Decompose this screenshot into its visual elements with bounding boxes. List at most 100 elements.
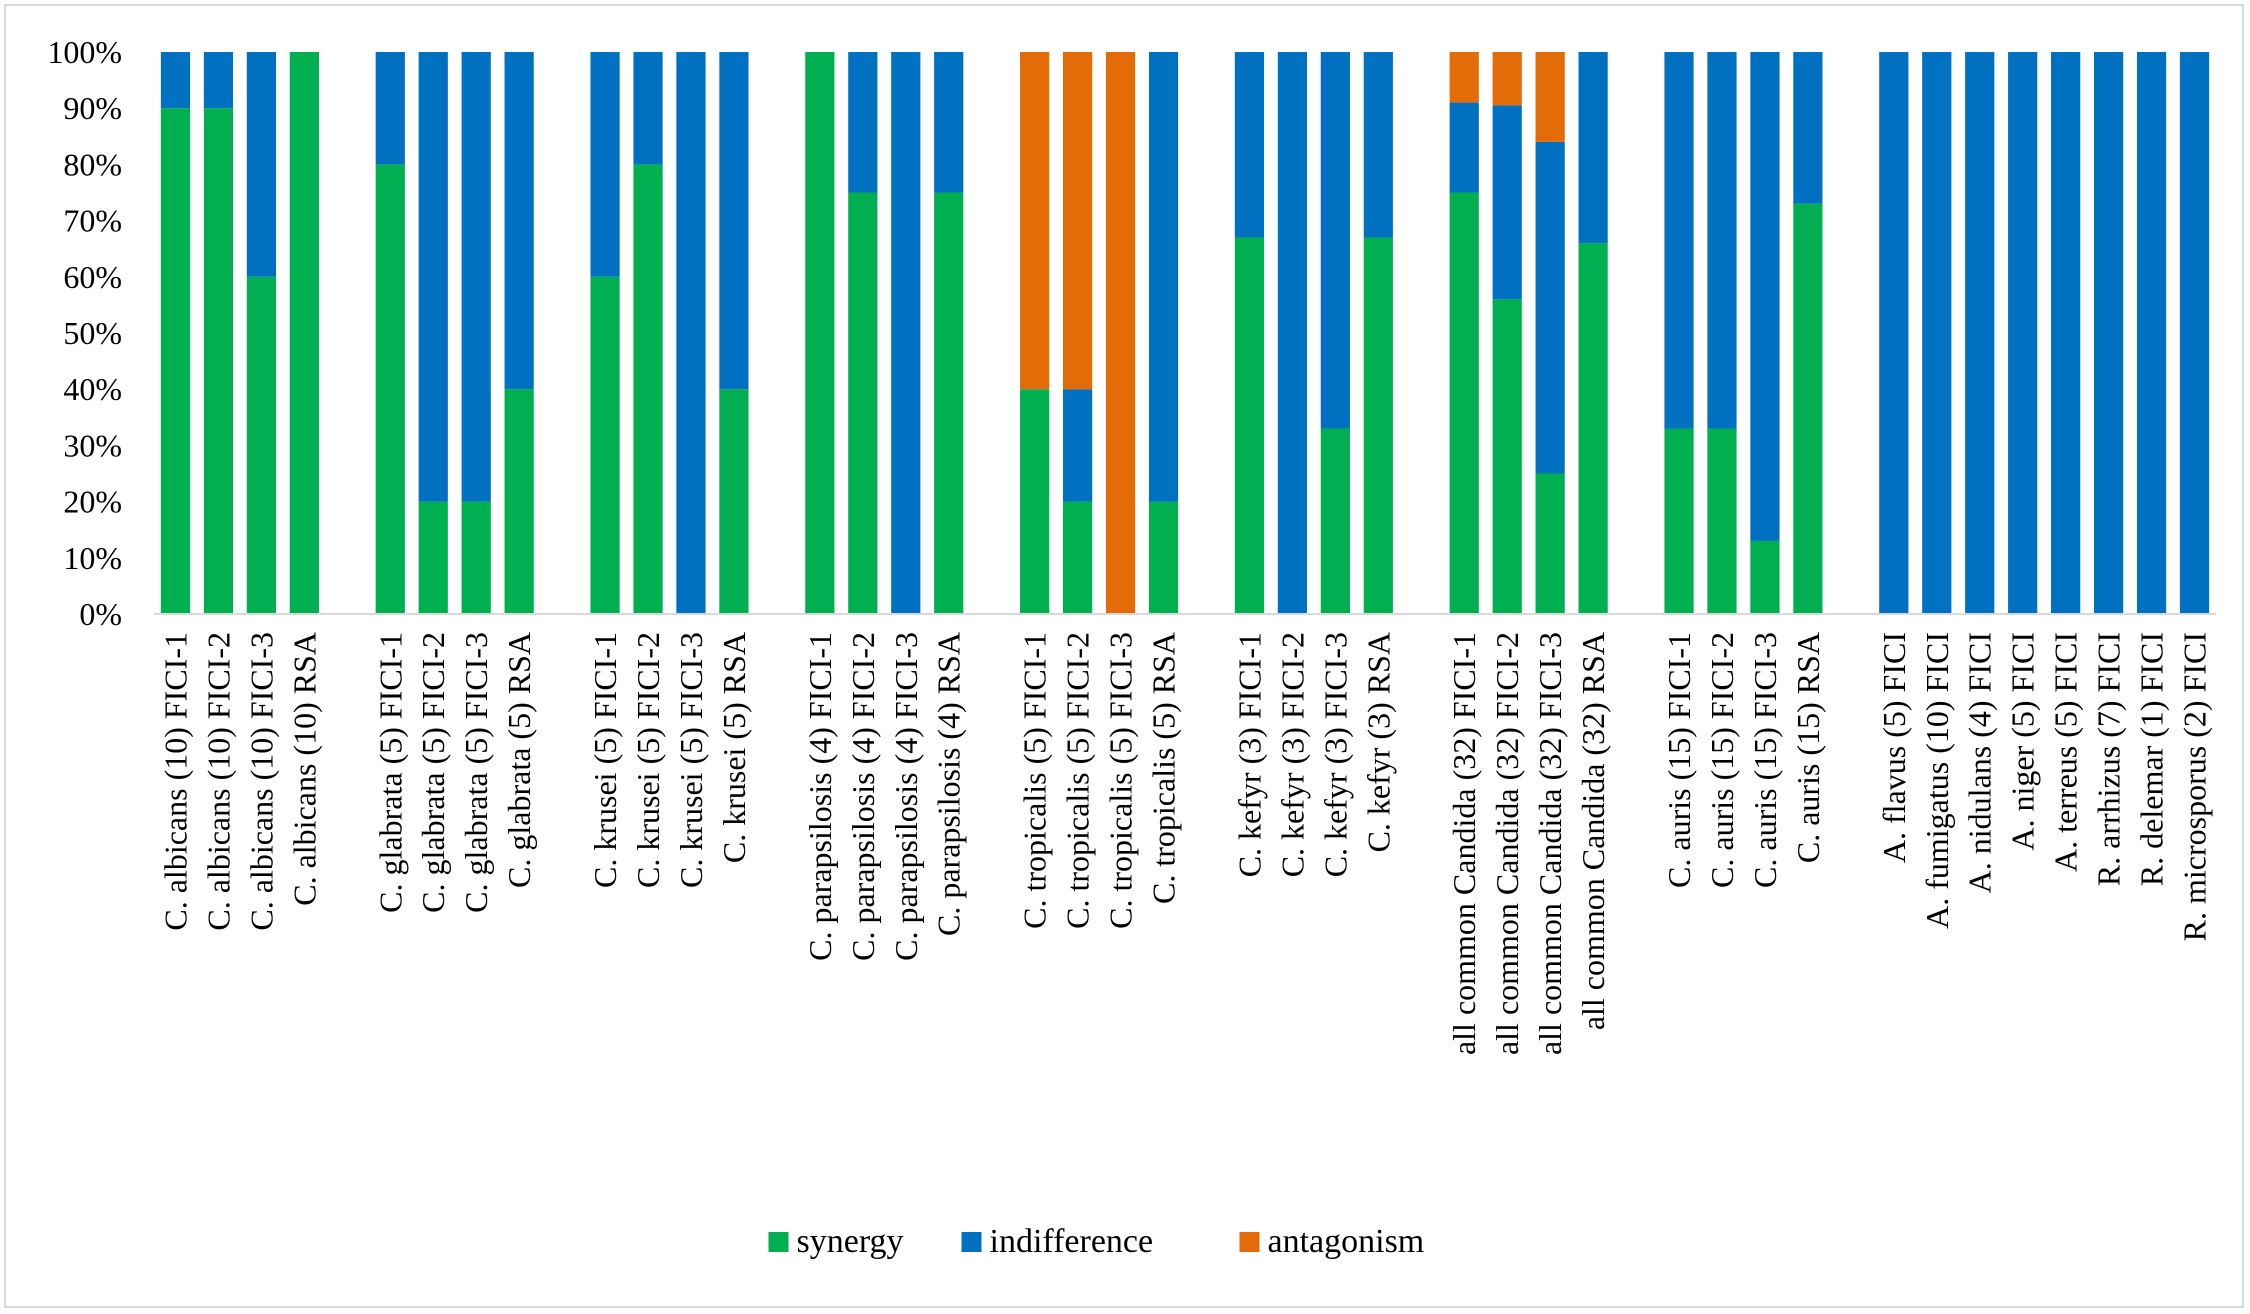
bar-segment-indifference bbox=[676, 52, 706, 614]
x-category-label: A. fumigatus (10) FICI bbox=[1919, 632, 1955, 929]
x-category-method: FICI-2 bbox=[415, 632, 451, 727]
bar-segment-indifference bbox=[1965, 52, 1995, 614]
x-category-label: C. parapsilosis (4) RSA bbox=[931, 632, 967, 936]
x-category-method: RSA bbox=[1575, 632, 1611, 702]
x-category-name: all common Candida (32) bbox=[1532, 727, 1568, 1055]
x-category-method: FICI-3 bbox=[458, 632, 494, 727]
bar-segment-indifference bbox=[2136, 52, 2167, 614]
x-category-name: A. nidulans (4) bbox=[1962, 700, 1998, 893]
x-category-method: FICI-3 bbox=[888, 632, 924, 727]
x-category-name: C. tropicalis (5) bbox=[1103, 727, 1139, 929]
x-category-label: C. kefyr (3) FICI-1 bbox=[1231, 632, 1267, 877]
bar-segment-indifference bbox=[1664, 52, 1694, 429]
x-category-name: A. flavus (5) bbox=[1876, 700, 1912, 863]
x-category-label: C. glabrata (5) FICI-2 bbox=[415, 632, 451, 913]
x-category-name: C. auris (15) bbox=[1790, 702, 1826, 863]
bar-segment-indifference bbox=[1320, 52, 1350, 429]
bar-segment-synergy bbox=[289, 52, 319, 614]
x-category-label: R. delemar (1) FICI bbox=[2134, 632, 2170, 886]
x-category-name: C. kefyr (3) bbox=[1274, 727, 1310, 877]
x-category-label: C. parapsilosis (4) FICI-1 bbox=[802, 632, 838, 961]
x-category-method: FICI-1 bbox=[1231, 632, 1267, 727]
bar-segment-synergy bbox=[590, 276, 620, 614]
x-category-method: FICI bbox=[2134, 632, 2170, 700]
x-category-name: C. parapsilosis (4) bbox=[931, 702, 967, 936]
legend-label-synergy: synergy bbox=[797, 1223, 904, 1260]
x-category-method: FICI-2 bbox=[630, 632, 666, 727]
bar-segment-synergy bbox=[1793, 203, 1823, 615]
x-category-label: C. kefyr (3) RSA bbox=[1360, 632, 1396, 852]
x-category-name: C. glabrata (5) bbox=[415, 727, 451, 913]
x-category-name: all common Candida (32) bbox=[1446, 727, 1482, 1055]
bar-segment-antagonism bbox=[1492, 52, 1522, 106]
bar-segment-synergy bbox=[934, 192, 964, 614]
x-category-method: FICI-2 bbox=[1060, 632, 1096, 727]
x-category-name: C. krusei (5) bbox=[673, 727, 709, 888]
x-category-label: C. kefyr (3) FICI-3 bbox=[1317, 632, 1353, 877]
x-category-label: C. tropicalis (5) FICI-1 bbox=[1017, 632, 1053, 929]
x-category-label: C. auris (15) RSA bbox=[1790, 632, 1826, 863]
x-category-label: C. albicans (10) FICI-1 bbox=[157, 632, 193, 931]
y-axis: 0% 10% 20% 30% 40% 50% 60% 70% 80% 90% 100% bbox=[47, 34, 122, 632]
x-category-name: C. tropicalis (5) bbox=[1146, 702, 1182, 904]
x-category-label: C. parapsilosis (4) FICI-2 bbox=[845, 632, 881, 961]
x-category-name: C. albicans (10) bbox=[157, 727, 193, 931]
x-category-name: A. niger (5) bbox=[2005, 700, 2041, 850]
x-category-method: FICI bbox=[1919, 632, 1955, 700]
x-category-label: C. glabrata (5) FICI-1 bbox=[372, 632, 408, 913]
x-category-label: A. niger (5) FICI bbox=[2005, 632, 2041, 851]
x-category-method: FICI-3 bbox=[673, 632, 709, 727]
bar-segment-synergy bbox=[848, 192, 878, 614]
x-category-name: C. tropicalis (5) bbox=[1060, 727, 1096, 929]
x-category-label: C. tropicalis (5) RSA bbox=[1146, 632, 1182, 904]
bar-segment-synergy bbox=[1020, 389, 1050, 614]
bar-segment-indifference bbox=[375, 52, 405, 165]
x-category-label: C. krusei (5) FICI-1 bbox=[587, 632, 623, 888]
x-category-method: FICI bbox=[2091, 632, 2127, 700]
x-category-method: FICI bbox=[2048, 632, 2084, 700]
x-category-name: all common Candida (32) bbox=[1575, 702, 1611, 1030]
x-category-method: FICI-2 bbox=[1489, 632, 1525, 727]
x-category-label: C. tropicalis (5) FICI-3 bbox=[1103, 632, 1139, 929]
x-category-label: all common Candida (32) FICI-3 bbox=[1532, 632, 1568, 1055]
x-category-name: C. krusei (5) bbox=[630, 727, 666, 888]
y-tick-label: 60% bbox=[63, 259, 122, 295]
bar-segment-antagonism bbox=[1449, 52, 1479, 103]
x-category-method: FICI-1 bbox=[587, 632, 623, 727]
x-category-method: RSA bbox=[1790, 632, 1826, 702]
bar-segment-indifference bbox=[1535, 141, 1565, 474]
x-category-name: C. auris (15) bbox=[1661, 727, 1697, 888]
x-category-name: C. kefyr (3) bbox=[1360, 702, 1396, 852]
bar-segment-indifference bbox=[633, 52, 663, 165]
x-category-method: FICI-2 bbox=[200, 632, 236, 727]
x-category-name: C. parapsilosis (4) bbox=[802, 727, 838, 961]
bar-segment-synergy bbox=[203, 108, 234, 614]
bar-segment-synergy bbox=[246, 276, 276, 614]
y-tick-label: 50% bbox=[63, 315, 122, 351]
y-tick-label: 90% bbox=[63, 90, 122, 126]
bar-segment-indifference bbox=[2094, 52, 2124, 614]
x-category-name: R. arrhizus (7) bbox=[2091, 700, 2127, 886]
x-category-method: RSA bbox=[286, 632, 322, 702]
x-category-method: FICI-2 bbox=[1274, 632, 1310, 727]
x-category-method: FICI bbox=[1962, 632, 1998, 700]
x-category-label: R. microsporus (2) FICI bbox=[2177, 632, 2213, 941]
x-category-label: C. parapsilosis (4) FICI-3 bbox=[888, 632, 924, 961]
bar-segment-synergy bbox=[1363, 237, 1393, 614]
bar-segment-synergy bbox=[719, 389, 749, 614]
bar-segment-synergy bbox=[1750, 540, 1780, 614]
x-category-label: C. tropicalis (5) FICI-2 bbox=[1060, 632, 1096, 929]
bar-segment-synergy bbox=[1707, 428, 1737, 614]
bar-segment-indifference bbox=[1793, 52, 1823, 204]
bar-segment-indifference bbox=[891, 52, 921, 614]
bar-segment-indifference bbox=[1578, 52, 1608, 244]
x-category-label: A. nidulans (4) FICI bbox=[1962, 632, 1998, 893]
bar-segment-indifference bbox=[1492, 105, 1522, 300]
x-category-label: C. albicans (10) FICI-3 bbox=[243, 632, 279, 931]
x-category-method: FICI-3 bbox=[1532, 632, 1568, 727]
bar-segment-indifference bbox=[1363, 52, 1393, 238]
y-tick-label: 70% bbox=[63, 203, 122, 239]
x-category-name: C. kefyr (3) bbox=[1231, 727, 1267, 877]
x-category-method: FICI-1 bbox=[372, 632, 408, 727]
bar-segment-synergy bbox=[1234, 237, 1265, 614]
